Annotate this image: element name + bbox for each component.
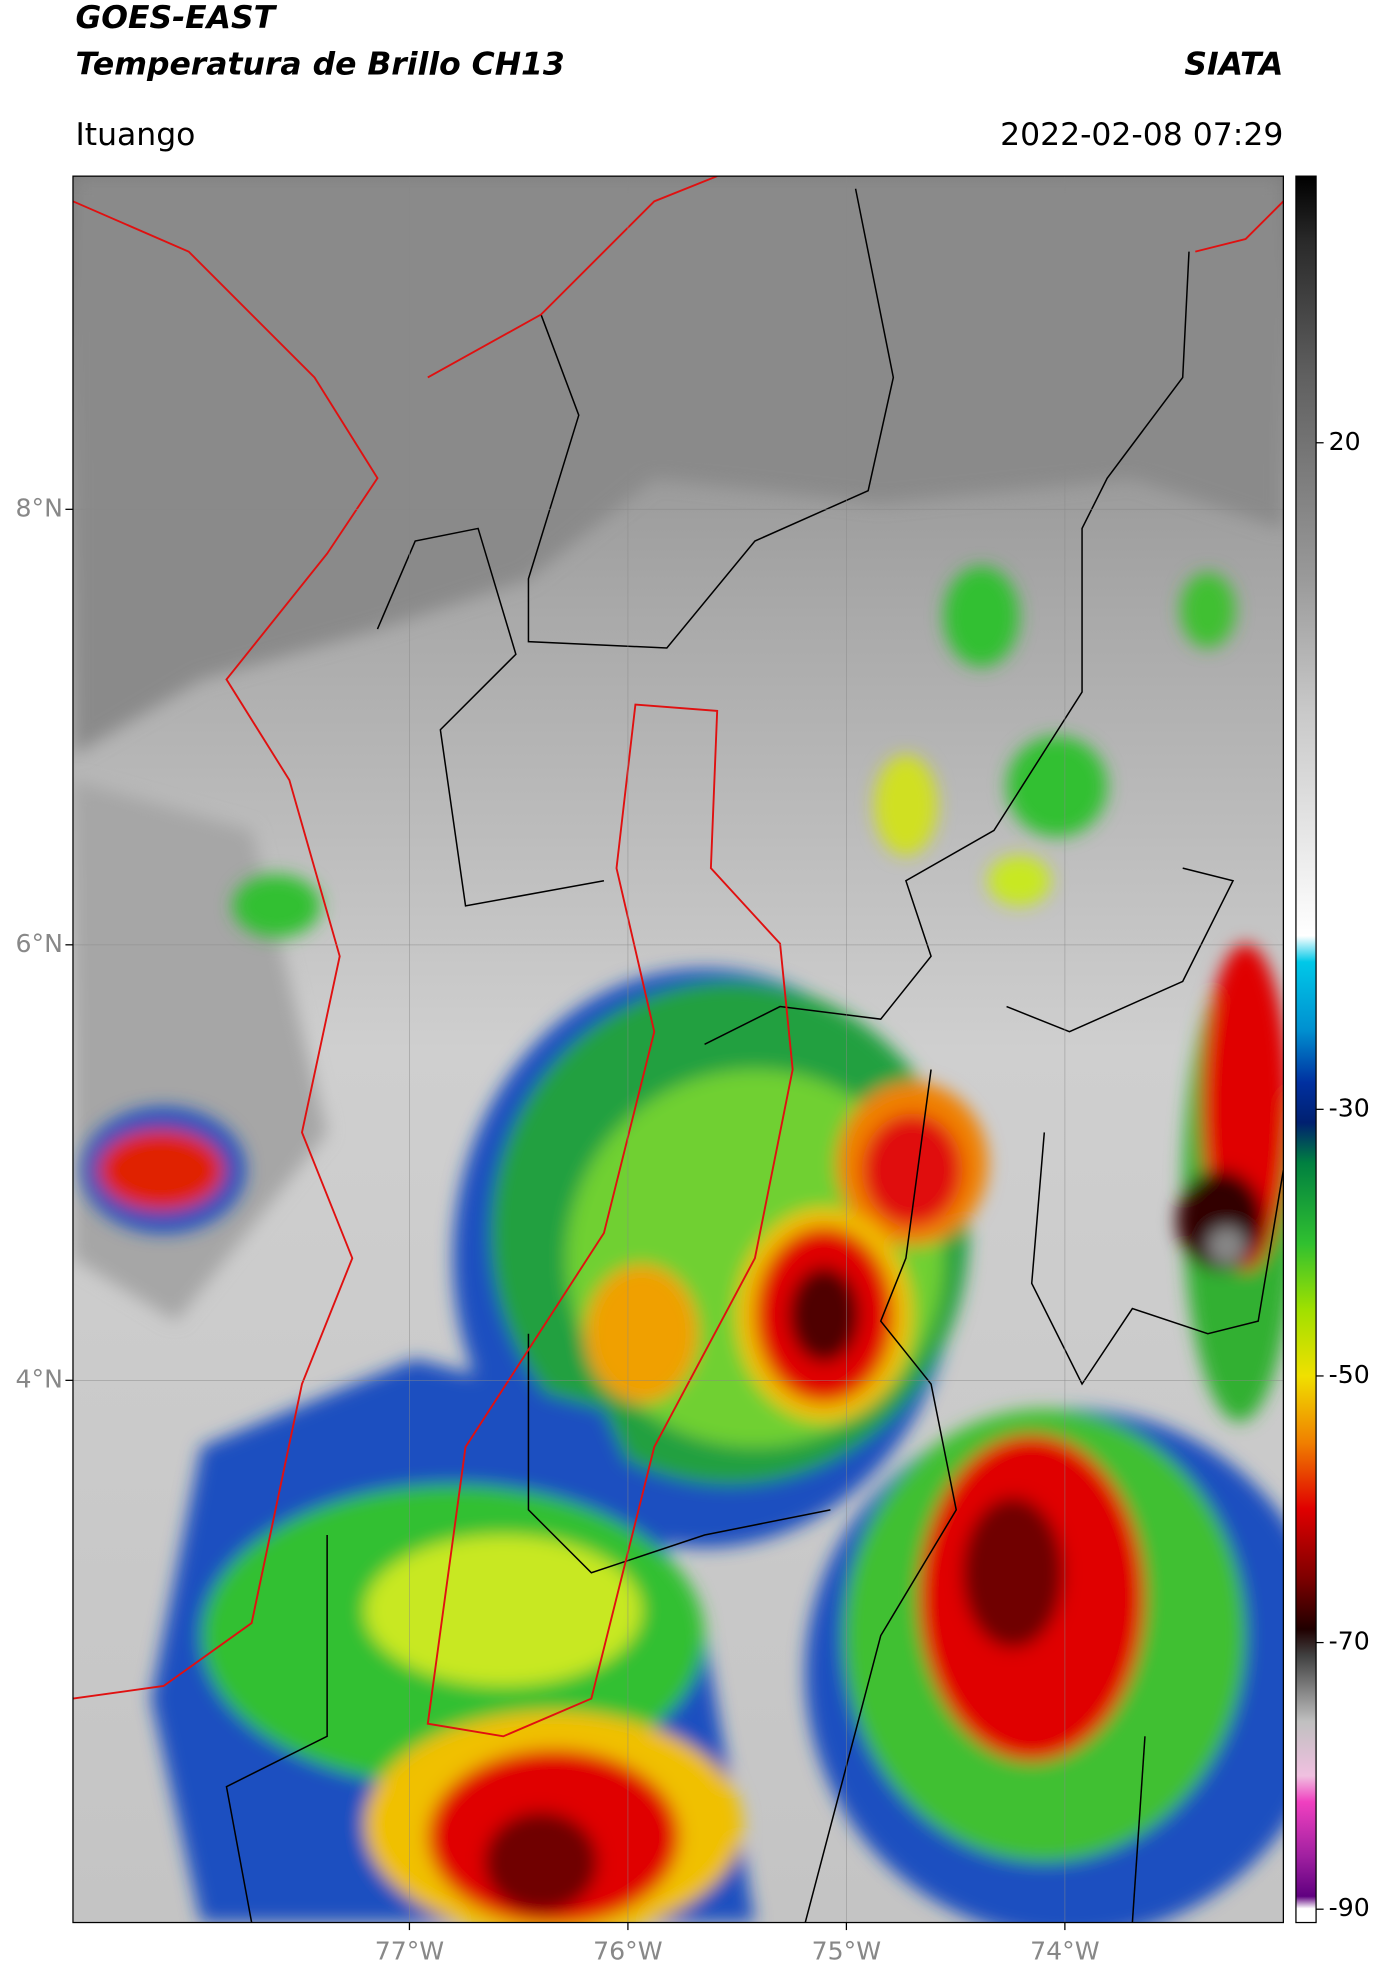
colorbar: [1295, 175, 1317, 1924]
y-tick-label: 6°N: [16, 929, 63, 958]
coastline: [72, 176, 1284, 1738]
location: Ituango: [75, 117, 195, 153]
colorbar-tick-label: -30: [1329, 1093, 1370, 1122]
brand: SIATA: [1184, 46, 1283, 82]
y-tick-label: 4°N: [16, 1364, 63, 1393]
y-tick-label: 8°N: [16, 493, 63, 522]
colorbar-tick-label: -90: [1329, 1893, 1370, 1922]
colorbar-tick-label: -50: [1329, 1360, 1370, 1389]
colorbar-tick-label: 20: [1329, 427, 1361, 456]
x-tick-label: 77°W: [375, 1937, 445, 1966]
x-tick-label: 75°W: [812, 1937, 882, 1966]
subtitle: Temperatura de Brillo CH13: [75, 46, 564, 82]
map-frame: [72, 175, 1284, 1924]
grid: [72, 176, 1284, 1923]
title: GOES-EAST: [75, 0, 277, 36]
ticks: 77°W 76°W 75°W 74°W 8°N 6°N 4°N 20 -30 -50 -70 -90: [16, 427, 1370, 1966]
figure: GOES-EAST Temperatura de Brillo CH13 SIA…: [16, 0, 1370, 1966]
colorbar-tick-label: -70: [1329, 1627, 1370, 1656]
datetime: 2022-02-08 07:29: [1000, 117, 1283, 153]
satellite-image: [72, 176, 1284, 1923]
x-tick-label: 76°W: [593, 1937, 663, 1966]
x-tick-label: 74°W: [1030, 1937, 1100, 1966]
borders: [225, 188, 1284, 1923]
